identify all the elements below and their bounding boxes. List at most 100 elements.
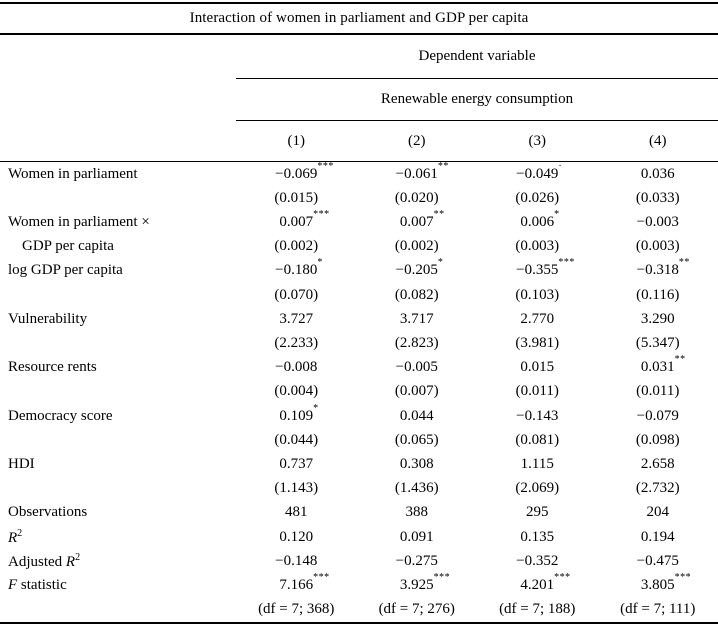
value-cell: 0.036 [598, 166, 718, 183]
value-cell: 0.006 * [477, 209, 598, 231]
table-row: Women in parliament −0.069 *** −0.061 ** −0.0… [0, 160, 718, 186]
dependent-variable-name-rule [236, 120, 718, 121]
value-text: −0.475 [636, 552, 679, 569]
value-cell: (5.347) [598, 335, 718, 352]
value-text: −0.275 [395, 552, 438, 569]
column-header-row: (1) (2) (3) (4) [0, 121, 718, 161]
title-row: Interaction of women in parliament and G… [0, 4, 718, 33]
value-cell: −0.318 ** [598, 257, 718, 279]
value-text: 0.091 [399, 528, 434, 545]
value-text: 0.036 [640, 165, 675, 182]
value-text: (2.732) [635, 480, 680, 497]
value-cell: 2.770 [477, 311, 598, 328]
table-row: log GDP per capita −0.180 * −0.205 * −0.355 **… [0, 257, 718, 283]
row-label: Vulnerability [0, 311, 236, 328]
table-row: F statistic 7.166 *** 3.925 *** 4.201 *** 3.805… [0, 572, 718, 597]
value-cell: (0.011) [477, 383, 598, 400]
table-row: (0.044) (0.065) (0.081) (0.098) [0, 428, 718, 452]
significance-marker: * [317, 257, 323, 269]
value-text: (0.070) [274, 286, 319, 303]
row-label-segment: Women in parliament × [8, 214, 150, 230]
row-label-segment: Observations [8, 504, 88, 521]
value-cell: −0.355 *** [477, 257, 598, 279]
row-label: log GDP per capita [0, 262, 236, 279]
table-row: (2.233) (2.823) (3.981) (5.347) [0, 331, 718, 355]
significance-marker: *** [674, 572, 692, 584]
value-cell: 0.007 *** [236, 209, 357, 231]
value-cell: 0.091 [357, 529, 478, 546]
value-text: (0.003) [515, 238, 560, 255]
value-cell: (0.081) [477, 432, 598, 449]
value-cell: −0.205 * [357, 257, 478, 279]
row-label-segment: HDI [8, 456, 35, 473]
row-label-segment: 2 [17, 527, 23, 539]
value-text: −0.069 *** [275, 160, 334, 182]
value-text: −0.148 [275, 552, 318, 569]
value-text: 7.166 *** [279, 572, 330, 594]
value-cell: −0.180 * [236, 257, 357, 279]
value-text: 481 [285, 504, 308, 521]
value-cell: 0.120 [236, 529, 357, 546]
value-cell: −0.275 [357, 553, 478, 570]
dependent-variable-name-row: Renewable energy consumption [0, 79, 718, 120]
column-header-4: (4) [649, 132, 667, 149]
value-text: 1.115 [520, 456, 554, 473]
value-cell: (2.732) [598, 480, 718, 497]
value-text: (df = 7; 368) [258, 601, 335, 618]
value-text: (df = 7; 276) [378, 601, 455, 618]
value-cell: (0.020) [357, 190, 478, 207]
value-text: (2.823) [394, 335, 439, 352]
value-text: 295 [526, 504, 549, 521]
value-text: 388 [405, 504, 429, 521]
value-cell: 0.007 ** [357, 209, 478, 231]
value-cell: −0.049 · [477, 161, 598, 183]
value-text: 4.201 *** [520, 572, 571, 594]
value-cell: (df = 7; 276) [357, 601, 478, 618]
row-label-segment: Adjusted [8, 553, 66, 570]
value-text: (0.011) [636, 383, 680, 400]
value-text: 3.717 [399, 310, 434, 327]
table-row: (0.015) (0.020) (0.026) (0.033) [0, 186, 718, 210]
value-text: 0.044 [399, 407, 434, 424]
column-header-1: (1) [287, 132, 306, 149]
value-cell: (0.011) [598, 383, 718, 400]
row-label-segment: Vulnerability [8, 310, 88, 327]
value-text: −0.008 [275, 359, 318, 376]
significance-marker: ** [674, 354, 686, 366]
value-cell: −0.003 [598, 214, 718, 231]
table-row: HDI 0.737 0.308 1.115 2.658 [0, 452, 718, 476]
row-label-segment: R [65, 553, 76, 570]
significance-marker: ** [437, 160, 449, 172]
value-text: (0.020) [394, 189, 439, 206]
value-text: 0.007 ** [399, 209, 445, 230]
significance-marker: · [558, 160, 563, 172]
table-row: (0.070) (0.082) (0.103) (0.116) [0, 283, 718, 307]
value-cell: (2.069) [477, 480, 598, 497]
header-body-rule [0, 161, 718, 162]
significance-marker: *** [558, 257, 575, 269]
row-label: Resource rents [0, 359, 236, 376]
value-cell: −0.079 [598, 408, 718, 425]
value-text: (0.011) [515, 383, 559, 400]
dependent-variable-label: Dependent variable [418, 48, 536, 64]
title-rule [0, 33, 718, 35]
table-row: R2 0.120 0.091 0.135 0.194 [0, 525, 718, 549]
value-text: (0.004) [274, 383, 319, 400]
value-cell: (0.003) [598, 238, 718, 255]
value-cell: (df = 7; 111) [598, 601, 718, 618]
value-cell: −0.148 [236, 553, 357, 570]
top-rule [0, 2, 718, 4]
value-text: (0.044) [274, 431, 319, 448]
row-label-segment: GDP per capita [22, 238, 114, 255]
value-cell: (0.116) [598, 287, 718, 304]
row-label: Democracy score [0, 408, 236, 425]
value-cell: (0.026) [477, 190, 598, 207]
significance-marker: *** [554, 572, 571, 584]
value-cell: 3.727 [236, 311, 357, 328]
value-text: (0.033) [635, 189, 680, 206]
table-row: (0.004) (0.007) (0.011) (0.011) [0, 380, 718, 404]
dependent-variable-name: Renewable energy consumption [380, 91, 574, 107]
value-cell: 2.658 [598, 456, 718, 473]
significance-marker: *** [433, 572, 451, 584]
